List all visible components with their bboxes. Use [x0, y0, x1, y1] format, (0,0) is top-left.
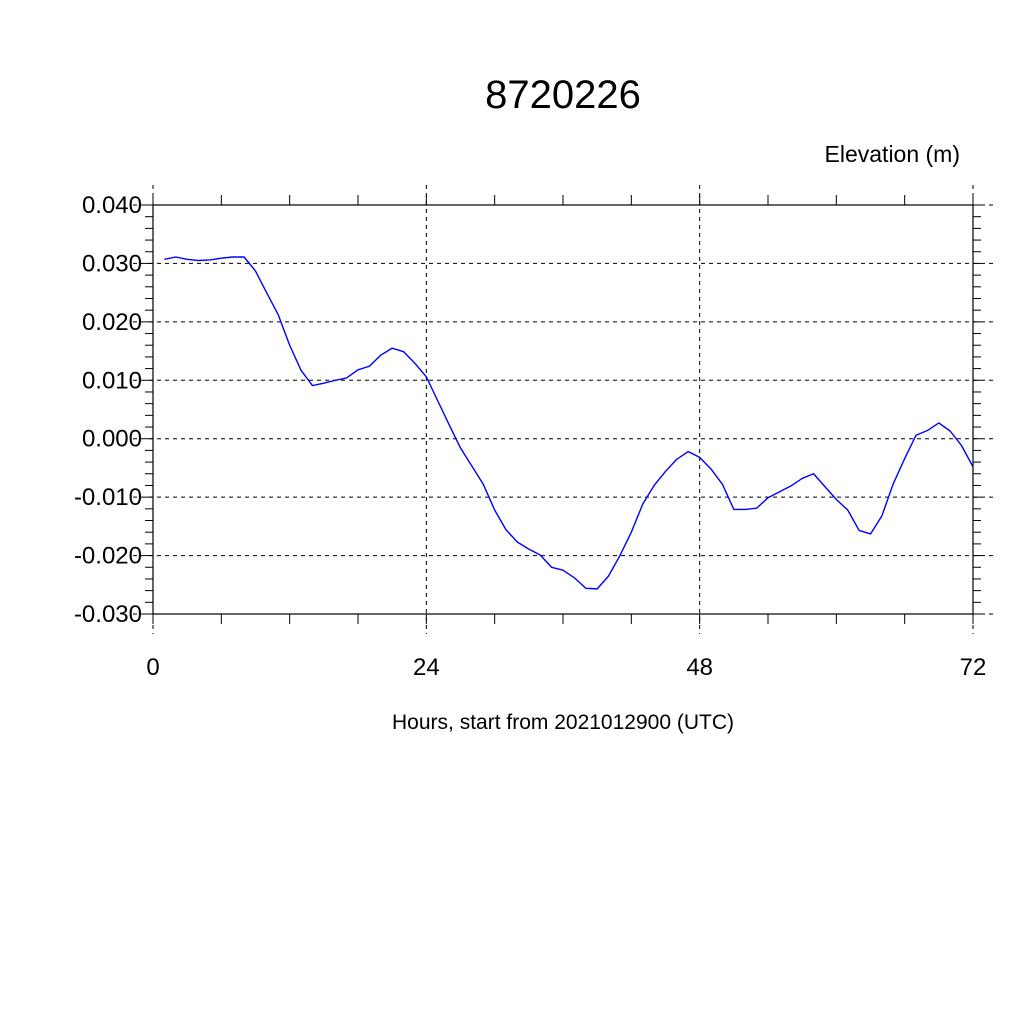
chart-title: 8720226	[485, 73, 641, 117]
grid-lines	[133, 185, 993, 634]
y-tick-label: 0.010	[82, 367, 142, 394]
plot-frame	[152, 204, 974, 615]
x-tick-label: 48	[686, 654, 713, 681]
y-tick-label: 0.020	[82, 309, 142, 336]
x-tick-label: 72	[960, 654, 987, 681]
y-tick-label: 0.030	[82, 250, 142, 277]
y-tick-label: 0.000	[82, 426, 142, 453]
y-tick-label: -0.020	[74, 543, 142, 570]
y-tick-label: 0.040	[82, 192, 142, 219]
y-tick-labels: -0.030 -0.020 -0.010 0.000 0.010 0.020 0.030 0.…	[74, 192, 142, 628]
y-tick-label: -0.030	[74, 601, 142, 628]
x-tick-labels: 0 24 48 72	[146, 654, 986, 681]
axis-ticks	[145, 195, 981, 624]
x-tick-label: 0	[146, 654, 159, 681]
x-axis-label: Hours, start from 2021012900 (UTC)	[392, 711, 734, 734]
chart-subtitle: Elevation (m)	[825, 141, 960, 167]
series-line	[164, 256, 974, 590]
y-tick-label: -0.010	[74, 484, 142, 511]
x-tick-label: 24	[413, 654, 440, 681]
